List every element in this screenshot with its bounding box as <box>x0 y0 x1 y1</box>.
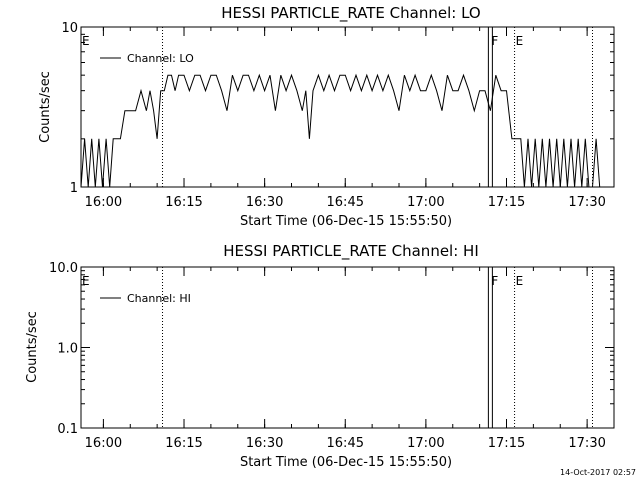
marker-label: E <box>82 274 90 288</box>
y-tick-label: 1.0 <box>57 342 78 357</box>
x-tick-label: 16:30 <box>246 436 283 451</box>
lo-y-axis-label: Counts/sec <box>38 71 53 143</box>
lo-chart-title: HESSI PARTICLE_RATE Channel: LO <box>221 4 480 23</box>
generation-timestamp: 14-Oct-2017 02:57 <box>560 468 636 477</box>
x-tick-label: 17:00 <box>407 195 444 210</box>
marker-label: F <box>491 274 498 288</box>
lo-channel-panel: HESSI PARTICLE_RATE Channel: LO Start Ti… <box>38 4 615 229</box>
x-tick-label: 17:30 <box>568 436 605 451</box>
x-tick-label: 16:00 <box>85 195 122 210</box>
x-tick-label: 16:30 <box>246 195 283 210</box>
x-tick-label: 16:00 <box>85 436 122 451</box>
x-tick-label: 17:15 <box>488 195 525 210</box>
x-tick-label: 17:00 <box>407 436 444 451</box>
hi-chart-title: HESSI PARTICLE_RATE Channel: HI <box>223 242 479 261</box>
plot-frame <box>80 26 615 188</box>
x-tick-label: 16:45 <box>327 436 364 451</box>
legend-label: Channel: HI <box>127 292 191 305</box>
y-tick-label: 0.1 <box>57 422 78 437</box>
x-tick-label: 16:15 <box>165 195 202 210</box>
y-tick-label: 10.0 <box>49 261 78 276</box>
hi-x-axis-label: Start Time (06-Dec-15 15:55:50) <box>240 455 452 470</box>
y-tick-label: 1 <box>70 181 78 196</box>
marker-label: E <box>516 34 524 48</box>
lo-x-axis-label: Start Time (06-Dec-15 15:55:50) <box>240 214 452 229</box>
marker-label: E <box>82 34 90 48</box>
x-tick-label: 16:15 <box>165 436 202 451</box>
y-tick-label: 10 <box>61 21 78 36</box>
series-line-lo <box>80 73 604 188</box>
marker-label: E <box>516 274 524 288</box>
x-tick-label: 16:45 <box>327 195 364 210</box>
hi-channel-panel: HESSI PARTICLE_RATE Channel: HI Start Ti… <box>25 242 615 470</box>
x-tick-label: 17:15 <box>488 436 525 451</box>
legend-label: Channel: LO <box>127 52 194 65</box>
x-tick-label: 17:30 <box>568 195 605 210</box>
hi-y-axis-label: Counts/sec <box>25 311 40 383</box>
marker-label: F <box>491 34 498 48</box>
